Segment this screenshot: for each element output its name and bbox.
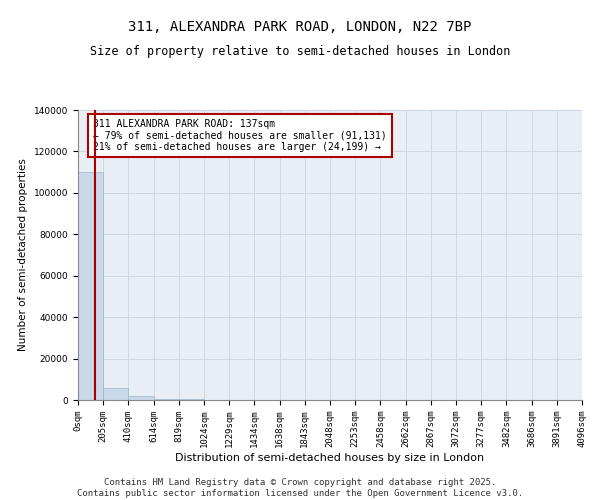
Text: Contains HM Land Registry data © Crown copyright and database right 2025.
Contai: Contains HM Land Registry data © Crown c… (77, 478, 523, 498)
Text: 311 ALEXANDRA PARK ROAD: 137sqm
← 79% of semi-detached houses are smaller (91,13: 311 ALEXANDRA PARK ROAD: 137sqm ← 79% of… (93, 118, 387, 152)
Bar (78, 172, 103, 400)
Bar (154, 398, 179, 400)
X-axis label: Distribution of semi-detached houses by size in London: Distribution of semi-detached houses by … (175, 453, 485, 463)
Text: Size of property relative to semi-detached houses in London: Size of property relative to semi-detach… (90, 45, 510, 58)
Text: 311, ALEXANDRA PARK ROAD, LONDON, N22 7BP: 311, ALEXANDRA PARK ROAD, LONDON, N22 7B… (128, 20, 472, 34)
Y-axis label: Number of semi-detached properties: Number of semi-detached properties (18, 158, 28, 352)
Bar (103, 388, 128, 400)
Bar (128, 396, 154, 400)
